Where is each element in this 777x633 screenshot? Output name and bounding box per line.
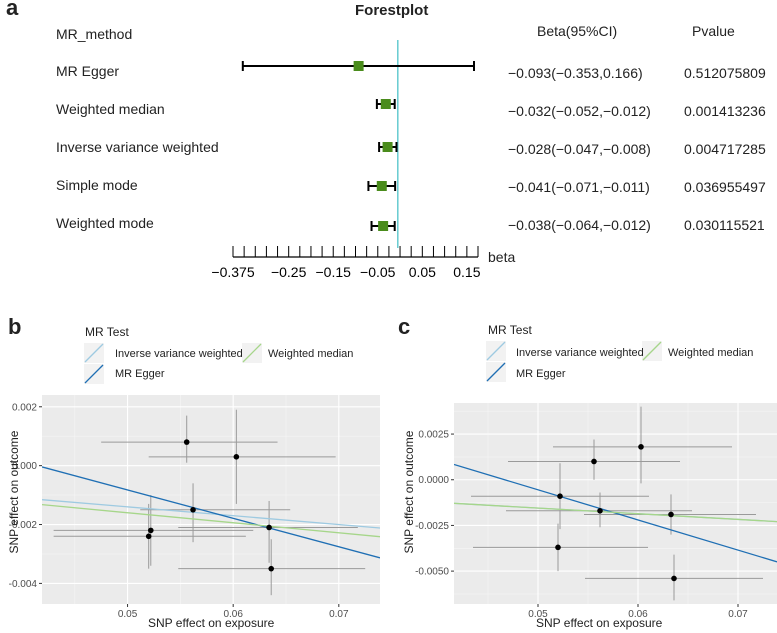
legend-title-b: MR Test xyxy=(85,325,129,339)
regression-line-weighted-median xyxy=(454,502,777,523)
row-pvalue-weighted-median: 0.001413236 xyxy=(684,103,766,119)
snp-point xyxy=(557,493,563,499)
y-axis-title-c: SNP effect on outcome xyxy=(402,430,416,554)
row-beta-mr-egger: −0.093(−0.353,0.166) xyxy=(508,65,643,81)
row-pvalue-simple-mode: 0.036955497 xyxy=(684,179,766,195)
x-tick-label: 0.07 xyxy=(728,609,748,620)
legend-key-wm xyxy=(242,343,262,363)
panel-label-b: b xyxy=(8,314,22,339)
legend-c-wm: Weighted median xyxy=(668,347,754,359)
regression-line-weighted-median xyxy=(42,503,380,538)
legend-c-ivw: Inverse variance weighted xyxy=(516,347,644,359)
plot-panel-background xyxy=(454,403,777,604)
point-estimate-marker xyxy=(378,221,389,231)
row-label-weighted-mode: Weighted mode xyxy=(56,215,154,231)
scatter-plot-c: 0.05 0.06 0.07 0.0025 0.0000 -0.0025 -0.0050 xyxy=(415,403,777,620)
forest-tick-label: −0.375 xyxy=(211,264,254,280)
snp-point xyxy=(671,575,677,582)
row-beta-ivw: −0.028(−0.047,−0.008) xyxy=(508,141,651,157)
x-tick-label: 0.05 xyxy=(528,609,548,620)
y-tick-label: 0.000 xyxy=(12,461,37,472)
snp-point xyxy=(268,565,275,572)
forest-tick-label: 0.15 xyxy=(453,264,480,280)
point-estimate-marker xyxy=(376,181,387,191)
snp-point xyxy=(147,527,154,534)
y-tick-label: 0.0000 xyxy=(418,475,449,486)
forestplot-title: Forestplot xyxy=(355,2,429,19)
row-label-ivw: Inverse variance weighted xyxy=(56,139,219,155)
regression-line-mr-egger xyxy=(454,463,777,563)
forest-tick-label: −0.15 xyxy=(316,264,352,280)
legend-c xyxy=(486,341,662,382)
regression-line-mr-egger xyxy=(42,466,380,559)
plot-area xyxy=(454,403,777,604)
legend-b-egger: MR Egger xyxy=(115,368,165,380)
forest-tick-label: 0.05 xyxy=(409,264,436,280)
legend-key-ivw xyxy=(486,341,506,361)
regression-line-inverse-variance-weighted xyxy=(42,499,380,529)
snp-point xyxy=(597,508,603,514)
y-tick-label: -0.004 xyxy=(9,579,38,590)
row-beta-simple-mode: −0.041(−0.071,−0.011) xyxy=(508,179,650,195)
y-tick-label: -0.0025 xyxy=(415,521,449,532)
legend-title-c: MR Test xyxy=(488,323,532,337)
x-tick-label: 0.05 xyxy=(118,609,138,620)
x-tick-label: 0.07 xyxy=(329,609,349,620)
snp-point xyxy=(591,458,597,465)
forest-plot: −0.375 −0.25 −0.15 −0.05 0.05 0.15 xyxy=(211,40,481,280)
legend-key-egger xyxy=(486,362,506,382)
row-label-mr-egger: MR Egger xyxy=(56,63,120,79)
y-tick-label: -0.002 xyxy=(9,520,38,531)
forest-tick-label: −0.05 xyxy=(360,264,396,280)
row-pvalue-mr-egger: 0.512075809 xyxy=(684,65,766,81)
panel-label-a: a xyxy=(6,0,19,20)
plot-panel-background xyxy=(42,395,380,604)
point-estimate-marker xyxy=(353,61,364,71)
x-axis-title-b: SNP effect on exposure xyxy=(148,616,275,630)
forest-axis-label: beta xyxy=(488,249,516,265)
legend-key-egger xyxy=(84,364,104,384)
row-label-simple-mode: Simple mode xyxy=(56,177,138,193)
legend-b-wm: Weighted median xyxy=(268,348,354,360)
y-tick-label: 0.0025 xyxy=(418,430,449,441)
snp-point xyxy=(555,544,561,551)
legend-key-wm xyxy=(642,341,662,361)
pvalue-column-header: Pvalue xyxy=(692,23,735,39)
snp-point xyxy=(233,454,240,460)
row-pvalue-weighted-mode: 0.030115521 xyxy=(684,217,765,233)
point-estimate-marker xyxy=(382,142,393,152)
method-column-header: MR_method xyxy=(56,26,133,42)
snp-point xyxy=(190,507,196,513)
legend-key-ivw xyxy=(84,343,104,363)
y-tick-label: -0.0050 xyxy=(415,567,449,578)
snp-point xyxy=(668,511,674,518)
point-estimate-marker xyxy=(380,99,391,109)
row-label-weighted-median: Weighted median xyxy=(56,101,165,117)
legend-b-ivw: Inverse variance weighted xyxy=(115,348,243,360)
row-beta-weighted-mode: −0.038(−0.064,−0.012) xyxy=(508,217,651,233)
scatter-plot-b: 0.05 0.06 0.07 0.002 0.000 -0.002 -0.004 xyxy=(9,395,380,620)
y-axis-title-b: SNP effect on outcome xyxy=(7,430,21,554)
legend-c-egger: MR Egger xyxy=(516,368,566,380)
snp-point xyxy=(183,439,190,445)
forest-tick-label: −0.25 xyxy=(271,264,307,280)
legend-b xyxy=(84,343,262,384)
x-tick-label: 0.06 xyxy=(628,609,648,620)
row-beta-weighted-median: −0.032(−0.052,−0.012) xyxy=(508,103,651,119)
panel-label-c: c xyxy=(398,314,411,339)
y-tick-label: 0.002 xyxy=(12,402,37,413)
snp-point xyxy=(638,444,644,450)
beta-column-header: Beta(95%CI) xyxy=(537,23,618,39)
snp-point xyxy=(145,533,152,540)
x-axis-title-c: SNP effect on exposure xyxy=(536,616,663,630)
plot-area xyxy=(42,395,380,604)
x-tick-label: 0.06 xyxy=(223,609,243,620)
snp-point xyxy=(266,524,272,531)
row-pvalue-ivw: 0.004717285 xyxy=(684,141,766,157)
